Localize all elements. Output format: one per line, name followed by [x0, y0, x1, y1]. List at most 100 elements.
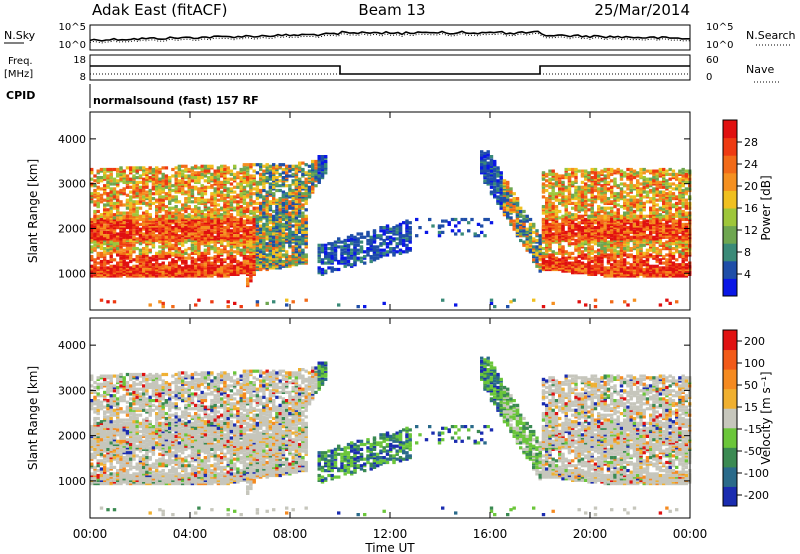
power-cell — [194, 171, 198, 175]
power-cell — [262, 164, 266, 168]
power-cell — [304, 197, 308, 201]
power-cell — [246, 214, 250, 218]
power-cell — [106, 192, 110, 196]
power-cell — [158, 185, 162, 189]
power-cell — [168, 190, 172, 194]
power-cell — [288, 164, 292, 168]
power-cell — [288, 259, 292, 264]
freq-tick-top: 18 — [73, 55, 86, 66]
power-cell — [629, 177, 633, 181]
power-cell — [112, 258, 117, 262]
power-cell — [119, 242, 123, 246]
power-cell — [590, 226, 594, 230]
power-cell — [223, 176, 227, 180]
power-cell — [216, 267, 221, 272]
power-cell — [281, 242, 286, 246]
power-cell — [597, 243, 601, 247]
power-cell — [590, 234, 594, 238]
power-cell — [610, 300, 614, 304]
power-cell — [161, 176, 165, 180]
power-cell — [606, 242, 611, 246]
power-cell — [125, 206, 130, 210]
power-cell — [190, 221, 195, 225]
power-cell — [90, 197, 94, 201]
power-cell — [610, 237, 614, 241]
power-cell — [207, 234, 211, 238]
power-cell — [161, 264, 165, 268]
power-cell — [272, 226, 276, 230]
power-cell — [558, 216, 562, 220]
power-cell — [223, 198, 227, 202]
power-cell — [226, 222, 230, 226]
power-cell — [138, 192, 143, 196]
power-cell — [200, 167, 204, 172]
power-cell — [525, 248, 529, 252]
power-cell — [587, 190, 591, 194]
power-cell — [138, 197, 143, 201]
power-cell — [190, 166, 195, 170]
power-cell — [619, 187, 624, 191]
power-cell — [106, 300, 110, 304]
power-cell — [603, 211, 607, 215]
power-cell — [242, 247, 247, 251]
power-cell — [145, 222, 149, 226]
power-cell — [226, 200, 230, 204]
power-cell — [272, 176, 276, 180]
power-cell — [613, 192, 617, 196]
power-cell — [161, 187, 165, 191]
power-cell — [294, 213, 299, 217]
power-cell — [239, 305, 243, 309]
station-title: Adak East (fitACF) — [92, 1, 227, 19]
power-cell — [233, 206, 237, 210]
power-cell — [268, 221, 273, 225]
power-cell — [593, 250, 598, 254]
power-cell — [236, 234, 240, 238]
power-cell — [109, 187, 113, 191]
power-cell — [600, 214, 604, 218]
power-cell — [168, 200, 172, 204]
power-cell — [125, 174, 130, 178]
power-cell — [366, 238, 370, 243]
power-cell — [278, 222, 282, 226]
power-cell — [298, 206, 302, 210]
power-cell — [119, 221, 123, 225]
power-cell — [567, 190, 572, 194]
power-cell — [571, 234, 575, 238]
power-cell — [519, 227, 523, 231]
power-cell — [106, 251, 110, 255]
power-cell — [226, 300, 230, 304]
power-cell — [483, 234, 487, 238]
power-cell — [545, 211, 549, 215]
power-cell — [252, 219, 256, 223]
power-cell — [597, 221, 601, 225]
power-cell — [288, 219, 292, 223]
power-cell — [278, 226, 282, 230]
power-cell — [574, 242, 578, 246]
power-cell — [317, 269, 321, 273]
power-cell — [613, 197, 617, 201]
power-cell — [174, 219, 178, 223]
power-cell — [103, 272, 107, 276]
power-cell — [564, 261, 568, 265]
power-cell — [90, 274, 94, 278]
power-cell — [106, 197, 110, 201]
cpid-program: normalsound (fast) 157 RF — [93, 94, 259, 107]
power-cell — [512, 209, 516, 214]
power-cell — [112, 264, 117, 268]
power-cell — [304, 259, 308, 264]
power-cell — [255, 261, 260, 265]
power-cell — [229, 251, 234, 255]
power-cell — [275, 216, 279, 220]
power-cell — [603, 198, 607, 202]
power-cell — [213, 198, 217, 202]
power-cell — [385, 230, 390, 234]
power-cell — [142, 195, 146, 199]
power-cell — [574, 222, 578, 226]
date-title: 25/Mar/2014 — [594, 1, 690, 19]
power-cell — [255, 187, 260, 191]
power-cell — [265, 248, 269, 252]
power-cell — [623, 174, 627, 178]
power-cell — [255, 206, 260, 210]
power-cell — [164, 251, 169, 255]
power-cell — [493, 169, 497, 173]
